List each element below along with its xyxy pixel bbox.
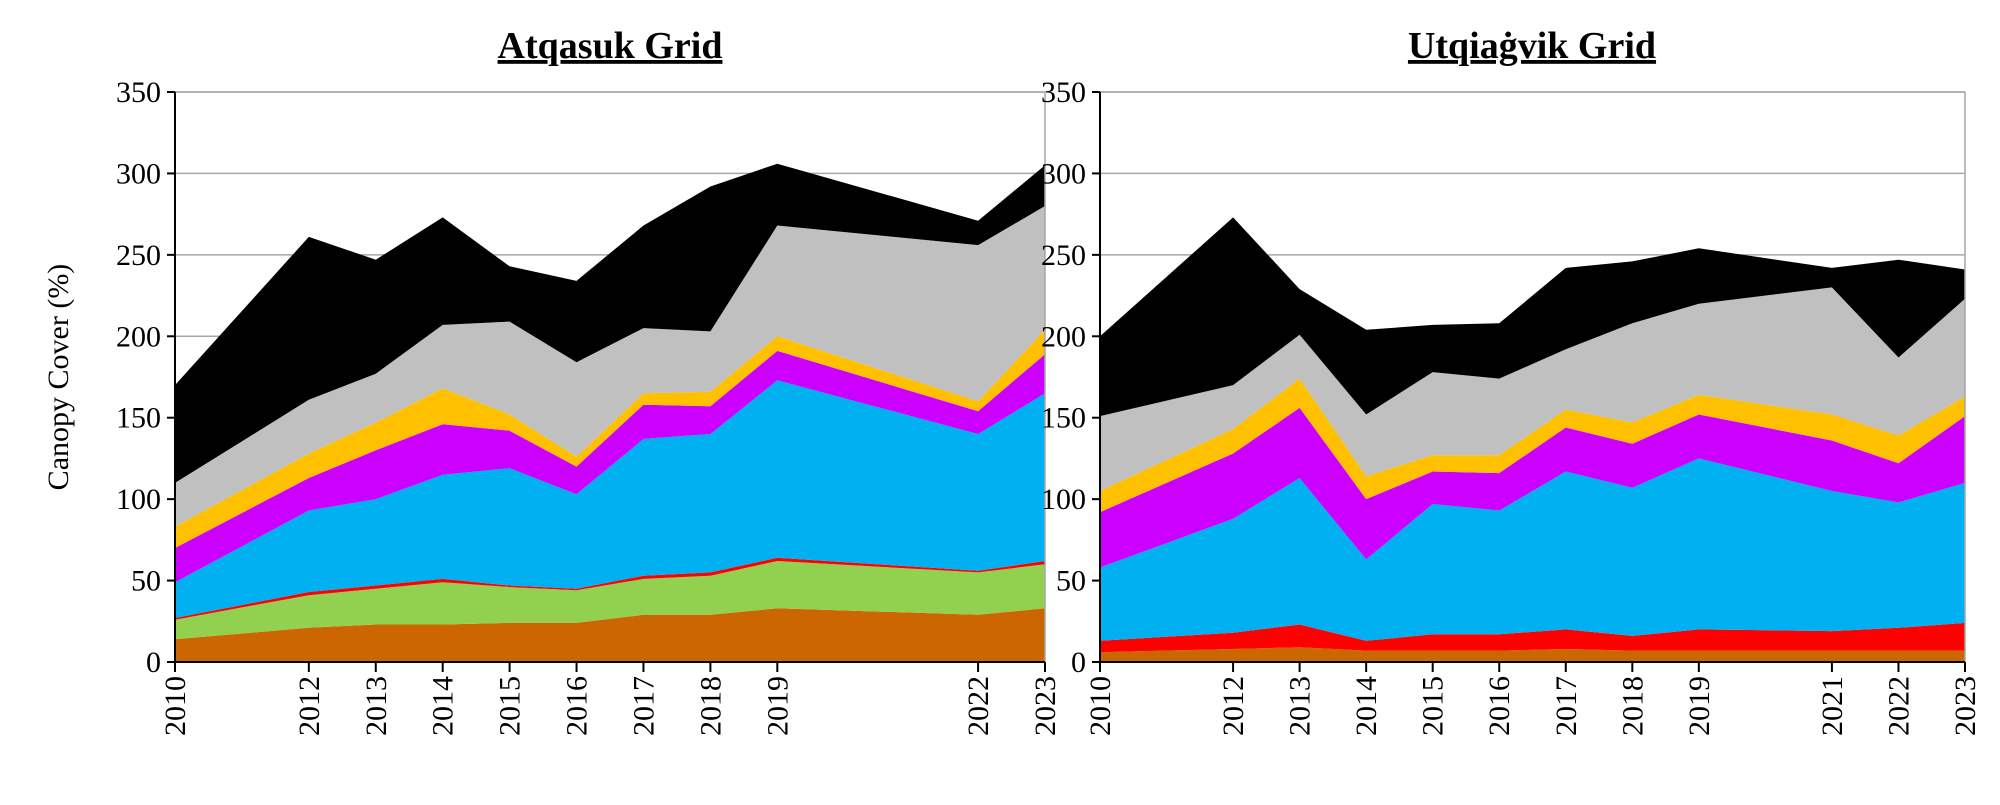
series-area-red — [175, 557, 1045, 620]
chart-title: Utqiaġvik Grid — [1408, 25, 1656, 67]
chart-panel-1: Atqasuk Grid 0 50 100 150 200 250 300 350 2010 201… — [116, 25, 1062, 736]
chart-panel-2: Utqiaġvik Grid 0 50 100 150 200 250 300 350 2010 2… — [1041, 25, 1982, 736]
x-tick-label: 2012 — [1217, 676, 1250, 736]
x-tick-label: 2017 — [1550, 676, 1583, 736]
y-tick-label: 150 — [1041, 402, 1086, 435]
y-tick-label: 200 — [116, 320, 161, 353]
x-tick-label: 2021 — [1816, 676, 1849, 736]
x-tick-label: 2014 — [1350, 676, 1383, 736]
series-area-orange — [1100, 647, 1965, 662]
y-tick-label: 50 — [1056, 565, 1086, 598]
series-area-orange — [175, 608, 1045, 662]
x-tick-label: 2012 — [293, 676, 326, 736]
x-tick-label: 2022 — [962, 676, 995, 736]
series-area-green — [175, 561, 1045, 640]
y-tick-label: 150 — [116, 402, 161, 435]
x-tick-label: 2023 — [1949, 676, 1982, 736]
y-tick-label: 0 — [146, 646, 161, 679]
x-tick-label: 2023 — [1029, 676, 1062, 736]
x-tick-label: 2018 — [694, 676, 727, 736]
series-area-yellow — [1100, 378, 1965, 513]
y-tick-label: 300 — [116, 157, 161, 190]
x-tick-label: 2016 — [1483, 676, 1516, 736]
series-area-yellow — [175, 329, 1045, 548]
x-tick-label: 2010 — [159, 676, 192, 736]
series-area-red — [1100, 622, 1965, 653]
y-tick-label: 100 — [116, 483, 161, 516]
x-tick-label: 2014 — [427, 676, 460, 736]
y-tick-label: 50 — [131, 565, 161, 598]
y-tick-label: 250 — [1041, 239, 1086, 272]
x-tick-label: 2016 — [561, 676, 594, 736]
chart-title: Atqasuk Grid — [498, 25, 723, 67]
series-area-gray — [1100, 287, 1965, 491]
x-tick-label: 2013 — [1284, 676, 1317, 736]
stacked-areas — [175, 163, 1045, 662]
series-area-gray — [175, 206, 1045, 527]
x-tick-label: 2015 — [494, 676, 527, 736]
y-tick-label: 350 — [1041, 76, 1086, 109]
x-tick-label: 2013 — [360, 676, 393, 736]
x-tick-label: 2019 — [761, 676, 794, 736]
x-tick-label: 2010 — [1084, 676, 1117, 736]
series-area-magenta — [175, 350, 1045, 583]
stacked-areas — [1100, 217, 1965, 662]
x-tick-label: 2018 — [1616, 676, 1649, 736]
series-area-magenta — [1100, 407, 1965, 568]
series-area-black — [175, 163, 1045, 483]
y-tick-label: 200 — [1041, 320, 1086, 353]
y-tick-label: 0 — [1071, 646, 1086, 679]
y-axis-label: Canopy Cover (%) — [42, 264, 75, 491]
y-tick-label: 300 — [1041, 157, 1086, 190]
x-tick-label: 2015 — [1417, 676, 1450, 736]
series-area-blue — [175, 380, 1045, 618]
x-tick-label: 2022 — [1882, 676, 1915, 736]
series-area-black — [1100, 217, 1965, 417]
y-tick-label: 250 — [116, 239, 161, 272]
series-area-blue — [1100, 458, 1965, 641]
x-tick-label: 2019 — [1683, 676, 1716, 736]
y-tick-label: 350 — [116, 76, 161, 109]
y-tick-label: 100 — [1041, 483, 1086, 516]
x-tick-label: 2017 — [627, 676, 660, 736]
